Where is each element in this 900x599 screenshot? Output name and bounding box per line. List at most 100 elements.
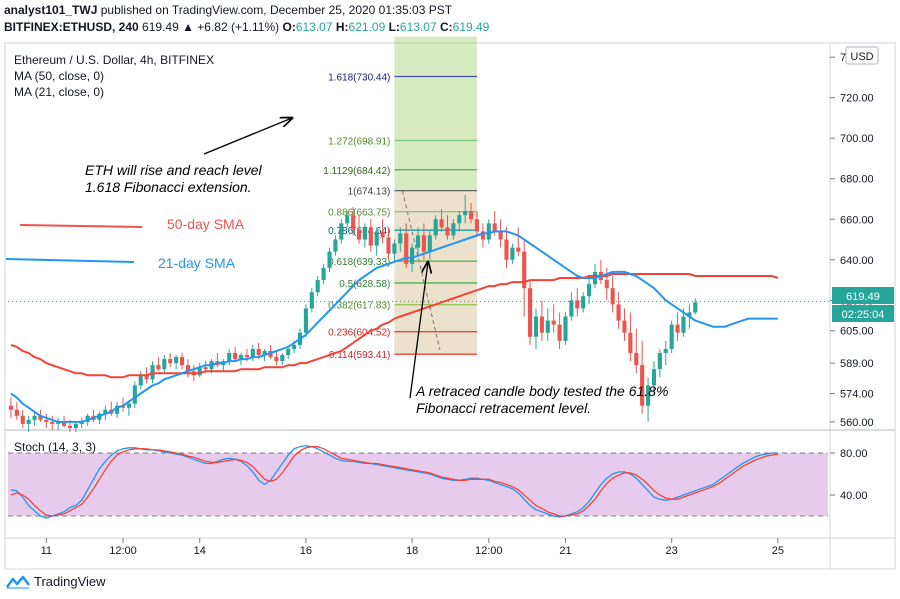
candle-body: [640, 365, 645, 406]
chart-canvas[interactable]: 1.618(730.44) 1.272(698.91) 1.1129(684.42)…: [0, 0, 900, 572]
candle-body: [404, 233, 409, 264]
candle-body: [581, 296, 586, 309]
candle: [622, 308, 627, 341]
candle: [433, 215, 438, 240]
ohlc-close-label: C:: [439, 20, 453, 34]
candle: [374, 227, 379, 256]
stoch-band: [8, 453, 828, 516]
candle: [368, 219, 373, 252]
candle-body: [32, 415, 37, 420]
price-axis-label: 640.00: [840, 255, 874, 267]
candle: [109, 401, 114, 416]
candle-body: [522, 251, 527, 289]
candle-body: [61, 421, 67, 426]
candle-body: [386, 237, 391, 254]
candle: [486, 219, 491, 244]
fib-level-label: 0.886(663.75): [328, 208, 390, 219]
currency-box[interactable]: [845, 46, 879, 65]
candle-body: [445, 227, 450, 236]
candle: [598, 259, 603, 285]
candle-body: [480, 231, 485, 240]
candle-body: [174, 357, 179, 364]
stoch-legend: Stoch (14, 3, 3): [14, 440, 96, 454]
candle: [533, 308, 539, 349]
candle-body: [227, 353, 232, 362]
sma50-annotation: 50-day SMA: [167, 216, 245, 232]
candle-body: [286, 348, 291, 356]
time-axis-label: 12:00: [475, 545, 503, 557]
candle-body: [610, 288, 615, 305]
price-axis-label: 574.00: [840, 389, 874, 401]
candle: [563, 312, 568, 345]
price-axis-label: 560.00: [840, 417, 874, 429]
candle: [474, 211, 480, 236]
candle-body: [469, 211, 474, 220]
candle-body: [557, 324, 562, 341]
symbol-name: BITFINEX:ETHUSD, 240: [4, 20, 139, 34]
candle-body: [168, 359, 173, 364]
ohlc-high: 621.09: [348, 20, 386, 34]
candle: [274, 350, 279, 366]
ohlc-close: 619.49: [452, 20, 490, 34]
time-axis-label: 25: [772, 545, 784, 557]
fib-extension-zone: [394, 36, 477, 191]
candle-body: [498, 231, 503, 240]
candle: [693, 298, 698, 315]
candle: [445, 215, 450, 240]
candle: [286, 346, 291, 360]
candle-body: [421, 235, 426, 252]
tradingview-footer[interactable]: TradingView: [6, 574, 106, 589]
candle: [651, 361, 657, 394]
sma50-annotation-line: [19, 224, 143, 228]
tradingview-logo-icon: [6, 575, 30, 588]
candle-body: [79, 421, 84, 424]
candle-body: [333, 239, 338, 252]
candle: [79, 417, 84, 428]
fib-level-label: 1.272(698.91): [328, 136, 390, 147]
candle-body: [410, 247, 415, 264]
time-axis-label: 21: [559, 545, 571, 557]
candle-body: [132, 385, 137, 404]
candle-body: [321, 267, 326, 281]
candle-body: [280, 355, 285, 362]
candle: [197, 363, 202, 378]
candle: [581, 292, 586, 313]
candle: [315, 276, 320, 297]
candle: [20, 409, 25, 428]
ma21-legend: MA (21, close, 0): [14, 85, 104, 99]
last-price-badge: [832, 287, 894, 304]
candle: [179, 353, 185, 370]
candle-body: [179, 357, 185, 366]
candle: [510, 243, 515, 264]
candle: [480, 223, 485, 248]
author-name[interactable]: analyst101_TWJ: [4, 3, 98, 17]
candle: [8, 397, 14, 418]
ohlc-open-label: O:: [282, 20, 296, 34]
candle: [539, 300, 544, 341]
candle: [309, 288, 314, 313]
candle-body: [250, 348, 255, 358]
candle-body: [115, 405, 120, 414]
candle-body: [126, 403, 131, 408]
candle: [339, 219, 344, 244]
fib-level-label: 1.1129(684.42): [323, 166, 390, 177]
stoch-axis-label: 40.00: [840, 490, 868, 502]
candle-body: [339, 223, 344, 240]
candle-body: [628, 332, 633, 353]
candle-body: [20, 415, 25, 424]
candle: [545, 308, 550, 341]
candle-body: [233, 353, 238, 360]
eth-annotation-arrow: [203, 118, 292, 155]
candle: [463, 194, 468, 224]
candle: [333, 235, 338, 256]
candle-body: [687, 312, 692, 317]
candle-body: [56, 421, 61, 424]
candle: [233, 346, 238, 362]
ohlc-open: 613.07: [295, 20, 333, 34]
candle-body: [14, 409, 19, 416]
countdown-badge: [832, 305, 894, 322]
candle: [498, 219, 503, 248]
candle: [215, 353, 220, 368]
candle: [528, 280, 533, 345]
candle-body: [510, 247, 515, 260]
